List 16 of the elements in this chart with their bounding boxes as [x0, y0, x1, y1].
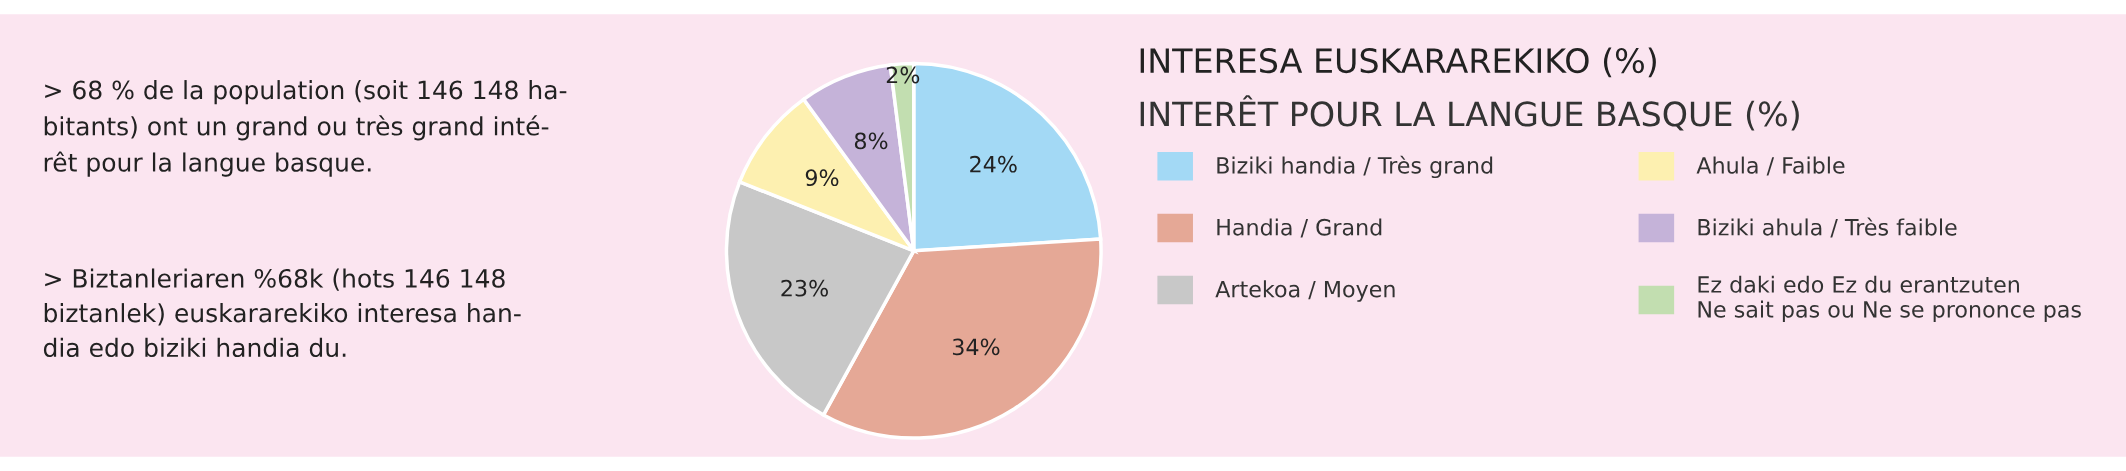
legend-label: Ez daki edo Ez du erantzuten Ne sait pas ou Ne se prononce pas [1698, 275, 2081, 323]
data-label: 2% [886, 66, 920, 84]
data-label: 24% [970, 155, 1017, 173]
text: > 68 % de la population (soit 146 148 ha- bitants) ont un grand ou très grand inté- rêt pour la langue basque. [44, 80, 567, 177]
chart-title: INTERESA EUSKARAREKIKO (%) [1140, 47, 1656, 78]
legend-label: Biziki handia / Très grand [1217, 155, 1493, 179]
legend-label: Ahula / Faible [1696, 156, 1845, 176]
data-label: 34% [952, 338, 1000, 356]
text: INTERÊT POUR LA LANGUE BASQUE (%) [1140, 95, 1799, 131]
data-label: 8% [854, 132, 888, 150]
data-label: 23% [781, 279, 828, 297]
legend-label: Handia / Grand [1217, 218, 1382, 238]
text: > Biztanleriaren %68k (hots 146 148 biztanlek) euskararekiko interesa han- dia edo biziki handia du. [43, 268, 521, 358]
data-label: 9% [805, 169, 839, 187]
legend-label: Artekoa / Moyen [1215, 280, 1395, 302]
legend-label: Biziki ahula / Très faible [1698, 217, 1957, 238]
